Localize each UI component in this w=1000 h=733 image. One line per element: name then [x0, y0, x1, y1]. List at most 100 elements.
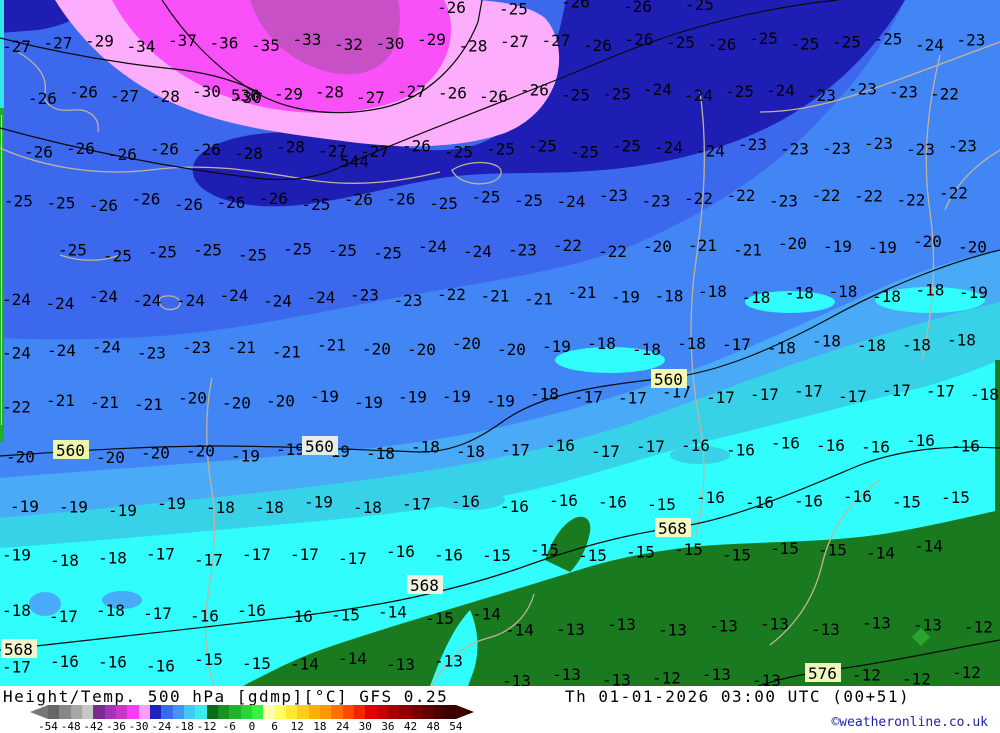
green-wedge [545, 516, 591, 572]
temp-label: -25 [791, 35, 820, 54]
temp-label: -18 [872, 287, 901, 306]
temp-label: -24 [46, 294, 75, 313]
height-label: 544 [340, 152, 369, 171]
scale-tick: 24 [335, 720, 350, 733]
temp-label: -20 [96, 448, 125, 467]
temp-label: -36 [210, 33, 239, 52]
height-label-bg [302, 436, 338, 455]
temp-label: -23 [848, 80, 877, 99]
temp-label: -25 [47, 194, 76, 213]
temp-label: -24 [2, 343, 31, 362]
temp-label: -25 [499, 0, 528, 19]
temp-label: -16 [98, 653, 127, 672]
temp-label: -23 [642, 192, 671, 211]
temp-label: -20 [958, 237, 987, 256]
temp-label: -23 [508, 240, 537, 259]
weather-map-svg: -26 -25 -26 -26 -25-27 -27 -29 -34 -37 -36 -35 -33-… [0, 0, 1000, 686]
scale-segment [195, 705, 207, 719]
temp-label: -14 [290, 654, 319, 673]
temp-label: -23 [137, 343, 166, 362]
temp-label: -14 [914, 537, 943, 556]
temp-label: -18 [411, 437, 440, 456]
temp-label: -20 [222, 393, 251, 412]
chart-title: Height/Temp. 500 hPa [gdmp][°C] GFS 0.25 [3, 687, 449, 706]
temp-label: -25 [472, 188, 501, 207]
temp-label: -16 [146, 656, 175, 675]
scale-tick: -54 [38, 720, 58, 733]
scale-tick: 18 [313, 720, 327, 733]
temp-label: -17 [574, 388, 603, 407]
copyright-link[interactable]: ©weatheronline.co.uk [831, 715, 988, 730]
temp-band-navy [192, 0, 905, 207]
temp-label: -17 [618, 388, 647, 407]
temp-label: -15 [331, 606, 360, 625]
temp-label: -18 [50, 551, 79, 570]
temp-label: -28 [276, 138, 305, 157]
temp-label: -26 [132, 190, 161, 209]
temp-label: -23 [350, 286, 379, 305]
temp-label: -18 [255, 498, 284, 517]
temp-label: -34 [127, 37, 156, 56]
temp-label: -26 [438, 84, 467, 103]
temp-label: -26 [28, 89, 57, 108]
temp-label: -14 [338, 649, 367, 668]
temp-label: -25 [832, 33, 861, 52]
temp-label: -25 [612, 137, 641, 156]
temp-label: -21 [272, 342, 301, 361]
temp-label: -23 [394, 291, 423, 310]
temp-label: -25 [514, 191, 543, 210]
temp-label: -23 [906, 140, 935, 159]
temp-label: -26 [150, 140, 179, 159]
temp-label: -18 [916, 281, 945, 300]
temp-label: -26 [89, 196, 118, 215]
temp-label: -13 [913, 615, 942, 634]
temp-label: -25 [429, 194, 458, 213]
temp-label: -19 [310, 387, 339, 406]
temp-label: -24 [766, 81, 795, 100]
temp-label: -21 [90, 393, 119, 412]
temp-label: -19 [157, 494, 186, 513]
scale-segment [421, 705, 434, 719]
temp-label: -37 [168, 31, 197, 50]
temp-label: -16 [696, 488, 725, 507]
temp-label: -14 [472, 605, 501, 624]
temp-label: -22 [437, 285, 466, 304]
temp-label: -35 [251, 36, 280, 55]
scale-tick: -36 [106, 720, 126, 733]
scale-segments [48, 705, 456, 719]
temp-label: -30 [376, 34, 405, 53]
temp-label: -19 [2, 546, 31, 565]
temp-label: -28 [315, 82, 344, 101]
temp-label: -28 [234, 144, 263, 163]
temp-label: -25 [749, 29, 778, 48]
temp-label: -18 [587, 334, 616, 353]
temp-label: -16 [500, 497, 529, 516]
temp-label: -26 [437, 0, 466, 17]
temp-label: -12 [964, 618, 993, 637]
temp-label: -20 [362, 339, 391, 358]
scale-segment [172, 705, 184, 719]
scale-segment [138, 705, 150, 719]
scale-tick: -18 [174, 720, 194, 733]
scale-tick: 36 [381, 720, 395, 733]
temp-label: -24 [133, 291, 162, 310]
temp-label: -20 [643, 237, 672, 256]
temp-label: -15 [722, 545, 751, 564]
temp-label: -17 [794, 382, 823, 401]
temp-label: -17 [49, 607, 78, 626]
temp-label: -18 [857, 336, 886, 355]
scale-tick: 30 [358, 720, 372, 733]
temp-label: -23 [864, 134, 893, 153]
temp-label: -15 [194, 650, 223, 669]
temp-label: -27 [360, 142, 389, 161]
temp-label: -29 [417, 30, 446, 49]
scale-segment [229, 705, 241, 719]
scale-arrow-right [455, 705, 474, 719]
temp-label: -27 [356, 88, 385, 107]
temp-label: -15 [578, 546, 607, 565]
temp-label: -25 [103, 247, 132, 266]
edge-strip-cyan [0, 0, 4, 110]
height-label-bg [805, 663, 841, 682]
scale-segment [104, 705, 116, 719]
temp-label: -17 [501, 441, 530, 460]
